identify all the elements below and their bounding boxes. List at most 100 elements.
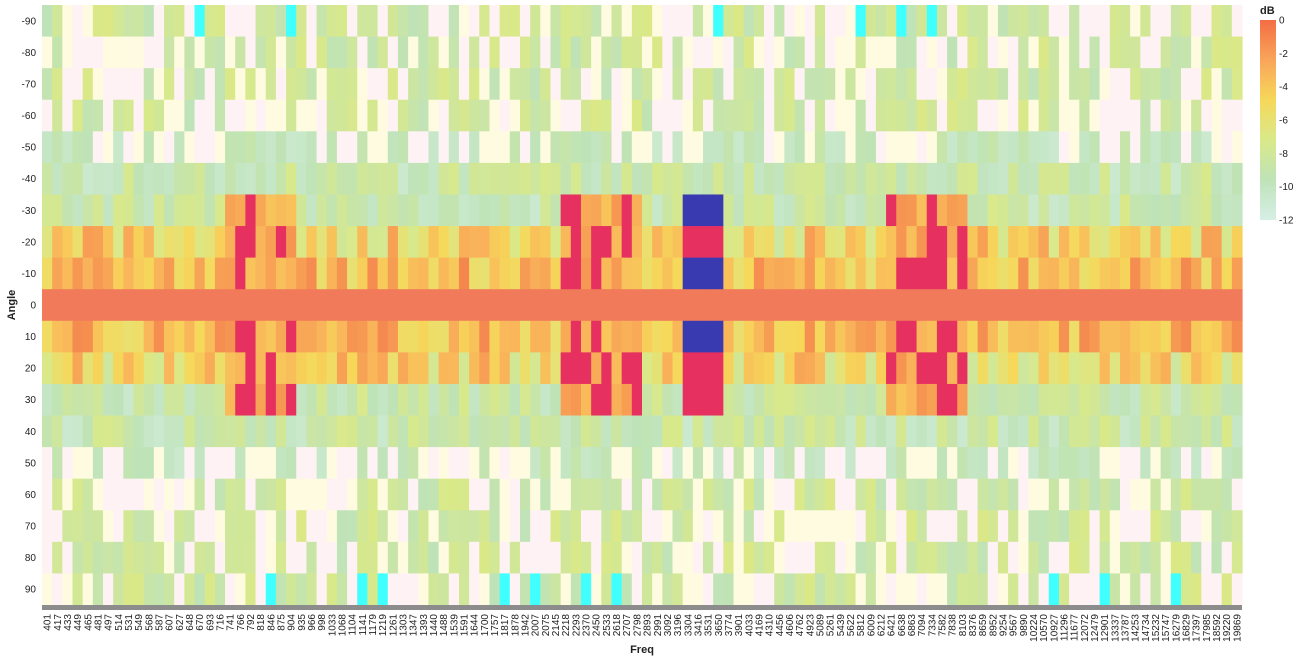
heatmap-cell xyxy=(448,68,460,101)
heatmap-cell xyxy=(947,289,958,322)
heatmap-cell xyxy=(519,68,531,101)
heatmap-cell xyxy=(570,68,582,101)
heatmap-cell xyxy=(275,194,287,227)
heatmap-cell xyxy=(174,162,185,196)
heatmap-cell xyxy=(377,194,389,227)
heatmap-cell xyxy=(611,162,623,196)
heatmap-cell xyxy=(1079,162,1091,196)
heatmap-cell xyxy=(255,289,267,322)
heatmap-cell xyxy=(143,478,155,511)
heatmap-cell xyxy=(316,36,328,69)
heatmap-cell xyxy=(397,99,409,132)
heatmap-cell xyxy=(1231,352,1243,385)
heatmap-cell xyxy=(987,5,999,38)
y-tick-label: -90 xyxy=(22,16,37,27)
heatmap-cell xyxy=(601,194,613,227)
heatmap-cell xyxy=(886,68,897,101)
heatmap-cell xyxy=(1191,541,1202,575)
heatmap-cell xyxy=(713,68,724,101)
heatmap-cell xyxy=(336,320,348,353)
heatmap-cell xyxy=(855,226,867,259)
heatmap-cell xyxy=(1058,5,1070,38)
heatmap-cell xyxy=(397,415,409,448)
heatmap-cell xyxy=(621,447,633,480)
heatmap-cell xyxy=(1069,257,1080,290)
heatmap-cell xyxy=(794,510,806,543)
heatmap-cell xyxy=(896,131,908,164)
x-tick-label: 13337 xyxy=(1110,614,1121,642)
heatmap-cell xyxy=(133,68,145,101)
heatmap-cell xyxy=(458,383,470,417)
heatmap-cell xyxy=(153,478,165,511)
heatmap-cell xyxy=(550,447,562,480)
heatmap-cell xyxy=(774,415,785,448)
heatmap-cell xyxy=(113,68,124,101)
heatmap-cell xyxy=(621,573,633,606)
heatmap-cell xyxy=(825,289,836,322)
heatmap-cell xyxy=(286,320,297,353)
heatmap-cell xyxy=(601,573,613,606)
heatmap-cell xyxy=(967,162,979,196)
heatmap-cell xyxy=(286,383,297,417)
heatmap-cell xyxy=(570,478,582,511)
heatmap-cell xyxy=(1018,194,1030,227)
x-tick-label: 6421 xyxy=(887,614,898,637)
heatmap-cell xyxy=(814,194,826,227)
heatmap-cell xyxy=(774,36,785,69)
heatmap-cell xyxy=(1211,415,1223,448)
heatmap-cell xyxy=(621,478,633,511)
heatmap-cell xyxy=(469,36,480,69)
heatmap-cell xyxy=(408,5,419,38)
heatmap-cell xyxy=(458,5,470,38)
heatmap-cell xyxy=(1079,415,1091,448)
heatmap-cell xyxy=(377,289,389,322)
heatmap-cell xyxy=(804,352,816,385)
heatmap-cell xyxy=(540,478,552,511)
heatmap-cell xyxy=(194,510,206,543)
heatmap-cell xyxy=(682,510,694,543)
heatmap-cell xyxy=(997,68,1009,101)
heatmap-cell xyxy=(164,194,175,227)
heatmap-cell xyxy=(764,131,775,164)
heatmap-cell xyxy=(418,573,430,606)
heatmap-cell xyxy=(326,352,338,385)
x-tick-label: 4310 xyxy=(765,614,776,637)
y-tick-label: 40 xyxy=(25,427,37,438)
y-tick-label: 10 xyxy=(25,332,37,343)
heatmap-cell xyxy=(875,226,887,259)
heatmap-cell xyxy=(560,383,572,417)
heatmap-cell xyxy=(1048,541,1060,575)
heatmap-cell xyxy=(977,68,989,101)
heatmap-cell xyxy=(713,194,724,227)
x-tick-label: 1817 xyxy=(500,614,511,637)
heatmap-cell xyxy=(1008,162,1019,196)
heatmap-cell xyxy=(489,352,501,385)
heatmap-cell xyxy=(977,36,989,69)
x-tick-label: 4762 xyxy=(795,614,806,637)
heatmap-cell xyxy=(703,257,714,290)
heatmap-cell xyxy=(377,226,389,259)
heatmap-cell xyxy=(692,415,704,448)
heatmap-cell xyxy=(936,5,948,38)
heatmap-cell xyxy=(713,36,724,69)
heatmap-cell xyxy=(1160,352,1172,385)
heatmap-cell xyxy=(1221,257,1233,290)
heatmap-cell xyxy=(1099,352,1111,385)
heatmap-cell xyxy=(82,510,94,543)
heatmap-cells xyxy=(42,5,1243,606)
heatmap-cell xyxy=(52,320,63,353)
heatmap-cell xyxy=(489,415,501,448)
heatmap-cell xyxy=(631,68,643,101)
heatmap-cell xyxy=(204,541,216,575)
heatmap-cell xyxy=(1069,320,1080,353)
heatmap-cell xyxy=(265,478,277,511)
heatmap-cell xyxy=(397,320,409,353)
heatmap-cell xyxy=(357,573,369,606)
heatmap-cell xyxy=(377,68,389,101)
heatmap-cell xyxy=(326,226,338,259)
heatmap-cell xyxy=(997,383,1009,417)
heatmap-cell xyxy=(479,383,491,417)
heatmap-cell xyxy=(479,162,491,196)
heatmap-cell xyxy=(997,352,1009,385)
heatmap-cell xyxy=(977,478,989,511)
